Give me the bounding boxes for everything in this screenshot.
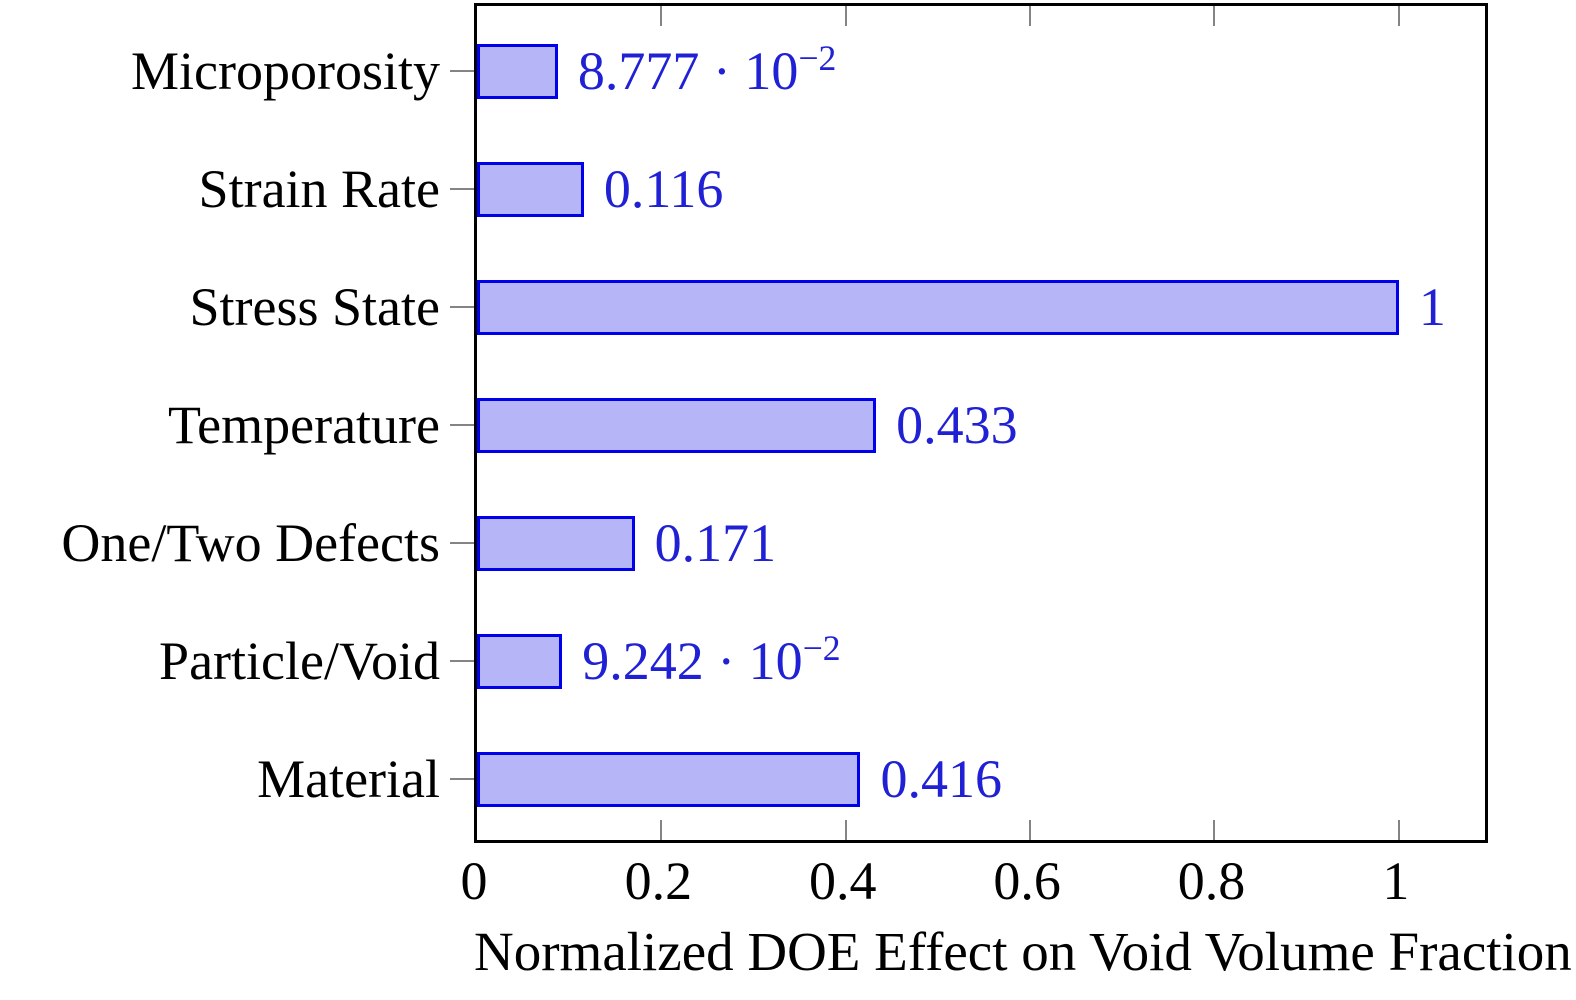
x-tick-mark: [660, 6, 663, 26]
bar-material: [477, 751, 861, 807]
category-label-strain-rate: Strain Rate: [198, 159, 440, 219]
plot-area: 8.777 · 10−2 0.116 1 0.433 0.171 9.242 · 10−2…: [474, 3, 1488, 843]
bar-temperature: [477, 397, 877, 453]
exponent: −2: [802, 628, 841, 668]
category-label-microporosity: Microporosity: [131, 41, 440, 101]
value-label-material: 0.416: [880, 749, 1002, 809]
value-label-stress-state: 1: [1418, 277, 1446, 337]
category-axis: Microporosity Strain Rate Stress State Temp…: [0, 6, 474, 840]
y-tick-mark: [450, 778, 474, 780]
category-label-material: Material: [257, 749, 440, 809]
y-tick-mark: [450, 70, 474, 72]
value-label-strain-rate: 0.116: [603, 159, 724, 219]
y-tick-mark: [450, 306, 474, 308]
x-tick-label-0.2: 0.2: [624, 851, 693, 911]
x-tick-mark: [1029, 820, 1032, 840]
y-tick-mark: [450, 424, 474, 426]
x-tick-label-1: 1: [1382, 851, 1410, 911]
x-tick-mark: [660, 820, 663, 840]
bar-stress-state: [477, 279, 1399, 335]
y-tick-mark: [450, 660, 474, 662]
value-label-microporosity: 8.777 · 10−2: [577, 38, 837, 101]
x-tick-mark: [844, 820, 847, 840]
x-axis-label: Normalized DOE Effect on Void Volume Fra…: [474, 921, 1572, 982]
x-tick-mark: [1397, 820, 1400, 840]
category-label-temperature: Temperature: [167, 395, 440, 455]
bar-particle-void: [477, 633, 563, 689]
value-label-particle-void: 9.242 · 10−2: [582, 628, 841, 691]
x-tick-mark: [1029, 6, 1032, 26]
x-tick-label-0.4: 0.4: [808, 851, 877, 911]
x-tick-mark: [1213, 820, 1216, 840]
x-tick-mark: [1213, 6, 1216, 26]
x-tick-mark: [844, 6, 847, 26]
bar-microporosity: [477, 43, 558, 99]
value-label-one-two-defects: 0.171: [654, 513, 777, 573]
y-tick-mark: [450, 188, 474, 190]
category-label-one-two-defects: One/Two Defects: [61, 513, 440, 573]
bar-one-two-defects: [477, 515, 635, 571]
y-tick-mark: [450, 542, 474, 544]
x-tick-label-0: 0: [460, 851, 488, 911]
x-tick-label-0.8: 0.8: [1177, 851, 1246, 911]
x-tick-mark: [1397, 6, 1400, 26]
bar-strain-rate: [477, 161, 584, 217]
x-tick-label-0.6: 0.6: [993, 851, 1061, 911]
exponent: −2: [798, 38, 837, 78]
category-label-particle-void: Particle/Void: [159, 631, 440, 691]
value-label-temperature: 0.433: [896, 395, 1018, 455]
category-label-stress-state: Stress State: [189, 277, 441, 337]
